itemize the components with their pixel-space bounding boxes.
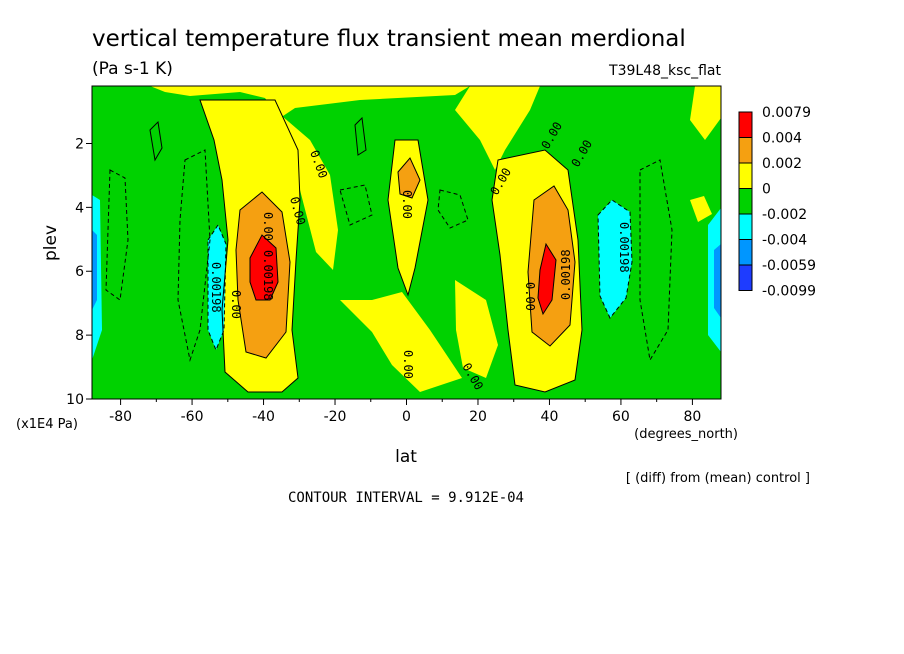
dashed-contour-line [639,159,673,362]
contour-line [537,242,557,316]
contour-line [387,139,429,297]
run-label: T39L48_ksc_flat [608,63,721,79]
contour-line [249,234,279,301]
contour-line [354,116,367,156]
x-tick-label: 60 [612,409,630,425]
y-axis-label: plev [41,225,61,261]
contour-label: 0.00198 [209,262,223,313]
y-tick-label: 4 [75,200,84,216]
legend-label: 0.002 [762,156,802,172]
contour-line [235,191,291,359]
contour-line [149,120,163,162]
legend-swatch [738,137,753,164]
x-tick-label: -20 [324,409,347,425]
x-tick-label: 80 [683,409,701,425]
y-tick-label: 6 [75,264,84,280]
dashed-contour-line [597,199,633,319]
contour-label: 0.00198 [261,250,275,301]
contour-interval: CONTOUR INTERVAL = 9.912E-04 [288,490,524,506]
cyan-south [208,225,226,350]
legend-swatch [738,239,753,266]
legend-label: 0.0079 [762,105,811,121]
red-south-max [250,235,278,300]
x-axis: -80 -60 -40 -20 0 20 40 60 80 [109,399,701,425]
y-tick-label: 8 [75,328,84,344]
contour-label: 0.00198 [559,249,573,300]
contour-line [199,99,301,393]
yellow-right-small [690,196,712,222]
red-north-max [538,244,556,314]
plot-area: 0.00 0.00 0.00 0.00 0.00 0.00 0.00 0.00 … [92,86,721,399]
contour-label: 0.00 [261,212,275,241]
yellow-top-band [150,86,470,118]
yellow-south-branch [275,110,338,270]
dashed-contour-line [177,149,211,362]
legend-label: -0.002 [762,207,807,223]
blue-right-edge [714,244,721,318]
contour-label: 0.00198 [617,222,631,273]
negative-regions [92,195,721,360]
contour-line [527,185,576,347]
x-tick-label: -80 [109,409,132,425]
chart-title: vertical temperature flux transient mean… [92,26,686,52]
legend-swatch [738,264,753,291]
contour-label: 0.00 [401,350,415,379]
x-tick-label: 40 [541,409,559,425]
x-tick-label: 20 [469,409,487,425]
contour-lines [149,99,583,393]
legend-label: -0.004 [762,233,807,249]
legend-swatch [738,213,753,240]
legend-label: 0 [762,182,771,198]
chart-subtitle: (Pa s-1 K) [92,59,173,79]
contour-line [397,157,421,199]
x-tick-label: -40 [252,409,275,425]
dashed-contour-line [437,189,469,229]
yellow-right-patch [690,86,721,140]
y-tick-label: 10 [66,392,84,408]
dashed-contour-line [339,184,373,226]
contour-label: 0.00 [400,190,414,219]
x-units: (degrees_north) [634,427,738,442]
dashed-contours [105,149,673,362]
contour-label: 0.00 [523,282,537,311]
legend-label: -0.0059 [762,258,816,274]
y-units: (x1E4 Pa) [16,417,78,432]
yellow-north-branch [455,280,498,378]
yellow-top-right [455,86,540,170]
legend-swatch [738,111,753,138]
legend-swatch [738,188,753,215]
diff-note: [ (diff) from (mean) control ] [626,471,810,486]
legend: 0.0079 0.004 0.002 0 -0.002 -0.004 -0.0059 -0.0… [738,105,816,300]
blue-left-edge [92,230,97,310]
y-axis: 2 4 6 8 10 [66,136,92,408]
legend-swatch [738,162,753,189]
contour-line [491,149,583,393]
legend-label: 0.004 [762,131,802,147]
dashed-contour-line [105,169,129,301]
x-tick-label: 0 [402,409,411,425]
legend-label: -0.0099 [762,284,816,300]
cyan-north [598,200,632,318]
x-axis-label: lat [395,447,417,467]
y-tick-label: 2 [75,136,84,152]
contour-label: 0.00 [229,290,243,319]
red-regions [250,235,556,314]
yellow-lower-center [340,292,462,392]
x-tick-label: -60 [181,409,204,425]
